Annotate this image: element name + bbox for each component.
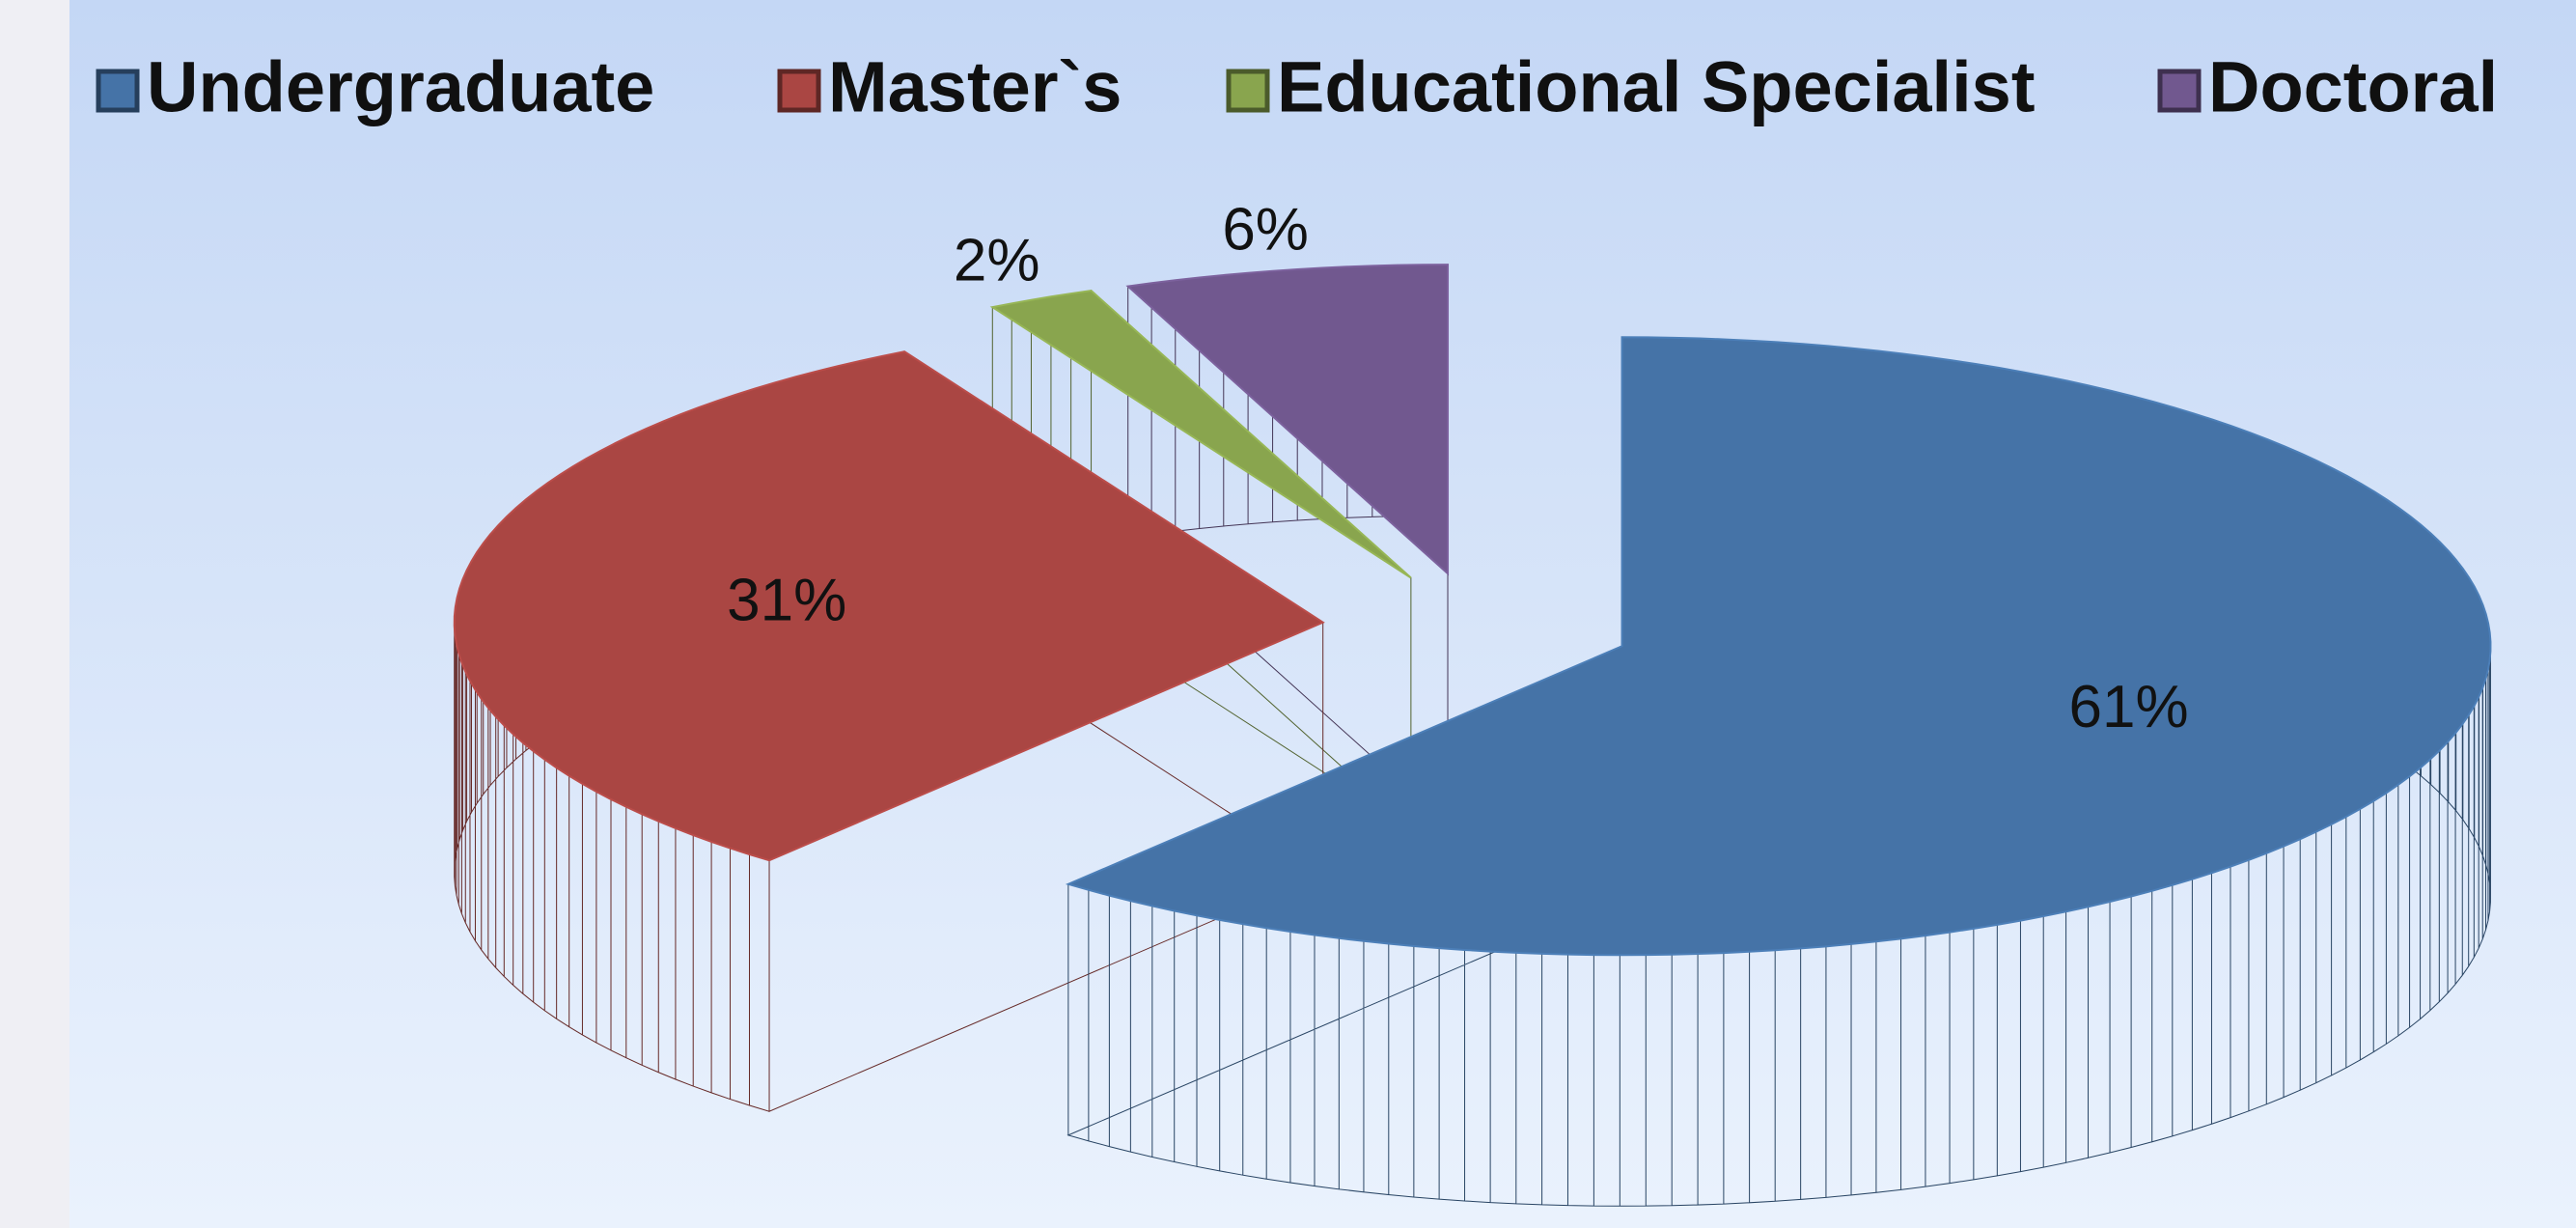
slice: [1065, 336, 2492, 957]
legend-label: Master`s: [828, 47, 1122, 127]
legend-label: Educational Specialist: [1277, 47, 2035, 127]
data-label: 2%: [954, 228, 1040, 294]
legend-swatch: [96, 69, 140, 113]
data-label: 6%: [1222, 196, 1309, 263]
side-strip: [0, 0, 69, 1228]
slice: [1125, 264, 1450, 576]
slice: [989, 289, 1412, 579]
legend-swatch: [2157, 69, 2202, 113]
legend-swatch: [1226, 69, 1270, 113]
data-label: 31%: [727, 567, 846, 633]
legend-swatch: [777, 69, 821, 113]
legend-label: Undergraduate: [147, 47, 654, 127]
slice: [453, 350, 1325, 862]
legend-label: Doctoral: [2208, 47, 2498, 127]
data-label: 61%: [2069, 674, 2189, 740]
